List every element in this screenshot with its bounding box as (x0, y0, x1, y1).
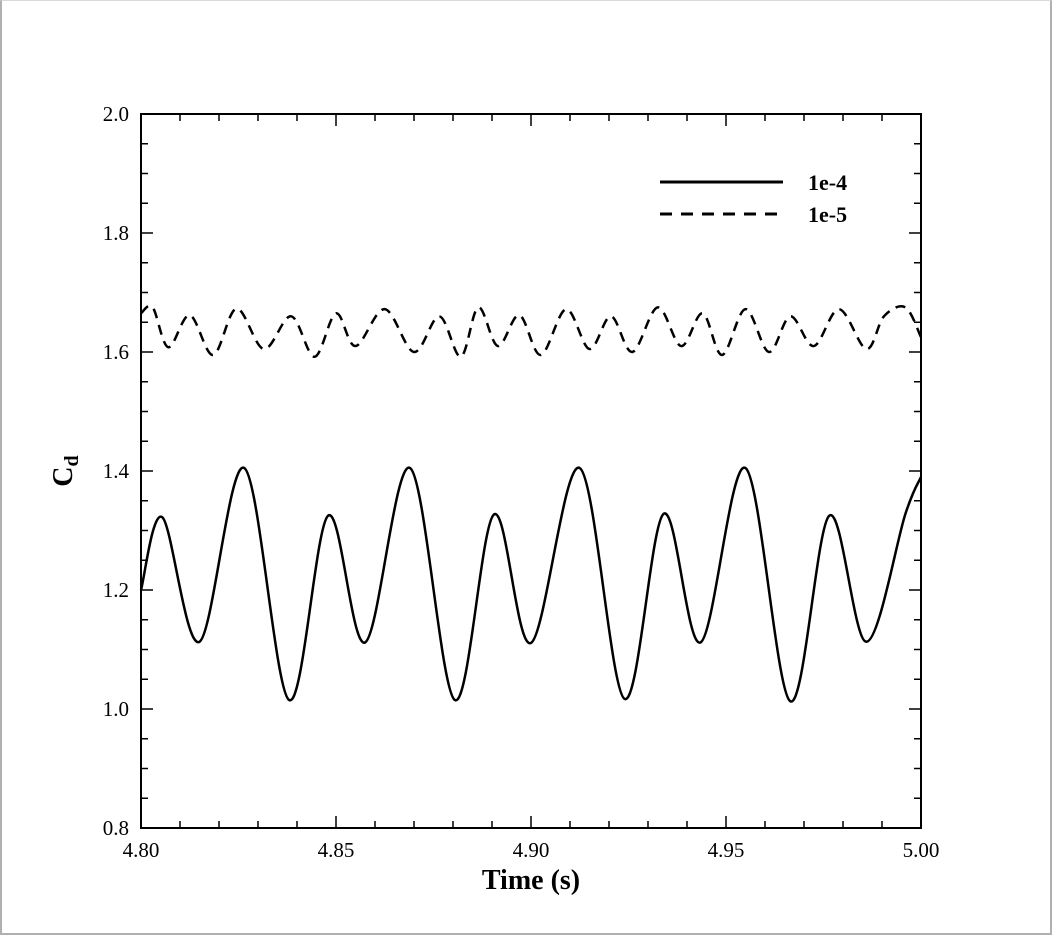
legend-label-1e-4: 1e-4 (808, 170, 847, 195)
x-tick-label: 4.80 (123, 838, 160, 862)
series-line-1e-5 (140, 304, 923, 359)
series-line-1e-4 (139, 466, 923, 703)
y-axis-title-main: C (48, 466, 79, 486)
legend-label-1e-5: 1e-5 (808, 202, 847, 227)
y-tick-label: 1.8 (103, 221, 129, 245)
legend: 1e-4 1e-5 (660, 170, 847, 227)
y-axis-title-subscript: d (61, 455, 83, 466)
labels-layer: 0.8 1.0 1.2 1.4 1.6 1.8 2.0 4.80 4.85 4.90 4.95 5.0… (103, 102, 940, 862)
y-tick-label: 1.6 (103, 340, 129, 364)
x-axis-title: Time (s) (482, 865, 580, 896)
y-tick-label: 2.0 (103, 102, 129, 126)
y-tick-label: 1.4 (103, 459, 130, 483)
x-tick-label: 4.95 (708, 838, 745, 862)
y-tick-label: 1.2 (103, 578, 129, 602)
plot-area (140, 113, 922, 829)
x-tick-label: 4.90 (513, 838, 550, 862)
x-tick-label: 5.00 (903, 838, 940, 862)
y-axis-title: Cd (48, 455, 83, 486)
y-tick-label: 0.8 (103, 816, 129, 840)
ticks-layer (140, 113, 922, 829)
series-layer (139, 304, 923, 703)
x-tick-label: 4.85 (318, 838, 355, 862)
y-tick-label: 1.0 (103, 697, 129, 721)
